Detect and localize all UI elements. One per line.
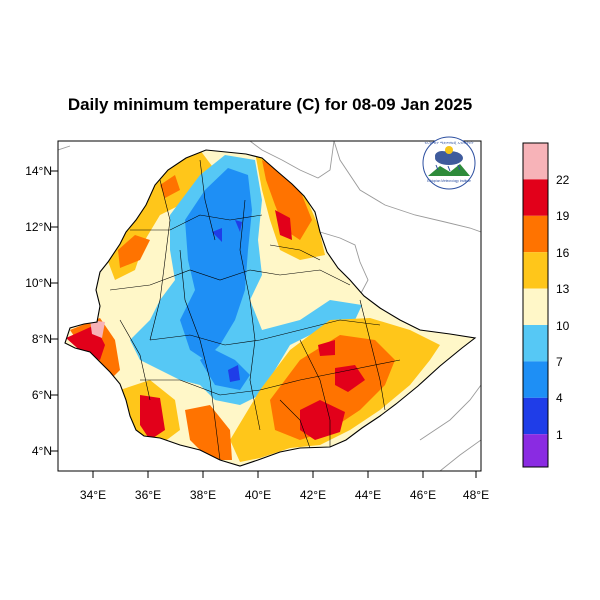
y-tick-label: 12°N — [25, 220, 52, 234]
y-tick-label: 10°N — [25, 276, 52, 290]
colorbar: 22 19 16 13 10 7 4 1 — [522, 142, 570, 468]
x-tick-label: 46°E — [410, 488, 436, 502]
colorbar-swatch — [523, 397, 548, 435]
colorbar-swatch — [523, 143, 548, 180]
region-borders — [109, 159, 401, 461]
x-tick-label: 42°E — [300, 488, 326, 502]
colorbar-swatch — [523, 361, 548, 398]
country-border — [64, 149, 477, 467]
map-title: Daily minimum temperature (C) for 08-09 … — [67, 95, 473, 114]
logo-bottom-text: Ethiopian Meteorology Institute — [427, 179, 471, 183]
logo-top-text: የኢትዮጵያ ሚቲዎሮሎጂ ኢንስቲትዩት — [425, 141, 474, 145]
sun-icon — [445, 146, 453, 154]
mountain-icon — [428, 164, 470, 176]
colorbar-swatch — [523, 252, 548, 289]
x-tick-label: 44°E — [355, 488, 381, 502]
x-axis: 34°E 36°E 38°E 40°E 42°E 44°E 46°E 48°E — [80, 488, 489, 502]
y-tick-label: 14°N — [25, 164, 52, 178]
x-tick-label: 34°E — [80, 488, 106, 502]
colorbar-label: 7 — [556, 355, 563, 369]
colorbar-label: 10 — [556, 319, 570, 333]
colorbar-label: 16 — [556, 246, 570, 260]
colorbar-frame — [522, 142, 549, 468]
colorbar-swatch — [523, 288, 548, 325]
colorbar-label: 13 — [556, 282, 570, 296]
colorbar-label: 4 — [556, 391, 563, 405]
neighbor-borders — [58, 141, 481, 471]
colorbar-swatch — [523, 179, 548, 216]
colorbar-swatch — [523, 325, 548, 362]
colorbar-label: 1 — [556, 428, 563, 442]
y-axis: 14°N 12°N 10°N 8°N 6°N 4°N — [25, 164, 52, 458]
x-tick-label: 48°E — [463, 488, 489, 502]
colorbar-swatch — [523, 215, 548, 253]
y-tick-label: 6°N — [32, 388, 52, 402]
colorbar-swatch — [523, 434, 548, 467]
institute-logo: የኢትዮጵያ ሚቲዎሮሎጂ ኢንስቲትዩት Ethiopian Meteorol… — [422, 136, 476, 190]
colorbar-label: 19 — [556, 209, 570, 223]
y-tick-label: 4°N — [32, 444, 52, 458]
x-tick-label: 40°E — [245, 488, 271, 502]
x-tick-label: 38°E — [190, 488, 216, 502]
map-frame — [57, 140, 482, 472]
x-tick-label: 36°E — [135, 488, 161, 502]
axis-ticks — [51, 170, 477, 478]
colorbar-label: 22 — [556, 173, 570, 187]
y-tick-label: 8°N — [32, 332, 52, 346]
